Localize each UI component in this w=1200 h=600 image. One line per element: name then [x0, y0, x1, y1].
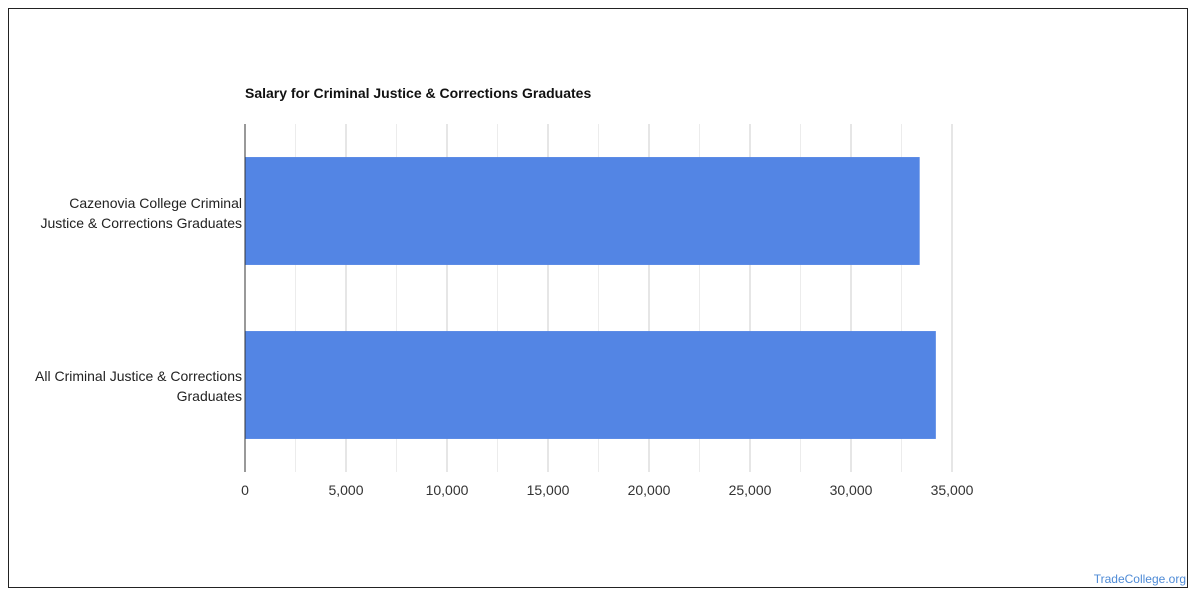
x-tick-label: 35,000 — [931, 482, 974, 498]
bar — [245, 157, 920, 265]
x-tick-label: 0 — [241, 482, 249, 498]
x-tick-label: 10,000 — [426, 482, 469, 498]
category-label-line: Justice & Corrections Graduates — [40, 215, 242, 231]
bar — [245, 331, 936, 439]
x-tick-label: 25,000 — [729, 482, 772, 498]
x-tick-label: 5,000 — [328, 482, 363, 498]
category-label-line: All Criminal Justice & Corrections — [35, 368, 242, 384]
category-label-line: Cazenovia College Criminal — [69, 195, 242, 211]
category-label: Cazenovia College Criminal Justice & Cor… — [2, 193, 242, 233]
category-label: All Criminal Justice & Corrections Gradu… — [2, 366, 242, 406]
x-tick-label: 15,000 — [527, 482, 570, 498]
category-label-line: Graduates — [176, 388, 242, 404]
x-tick-label: 20,000 — [628, 482, 671, 498]
watermark-link[interactable]: TradeCollege.org — [1093, 572, 1186, 586]
x-tick-label: 30,000 — [830, 482, 873, 498]
chart-title: Salary for Criminal Justice & Correction… — [245, 85, 592, 101]
